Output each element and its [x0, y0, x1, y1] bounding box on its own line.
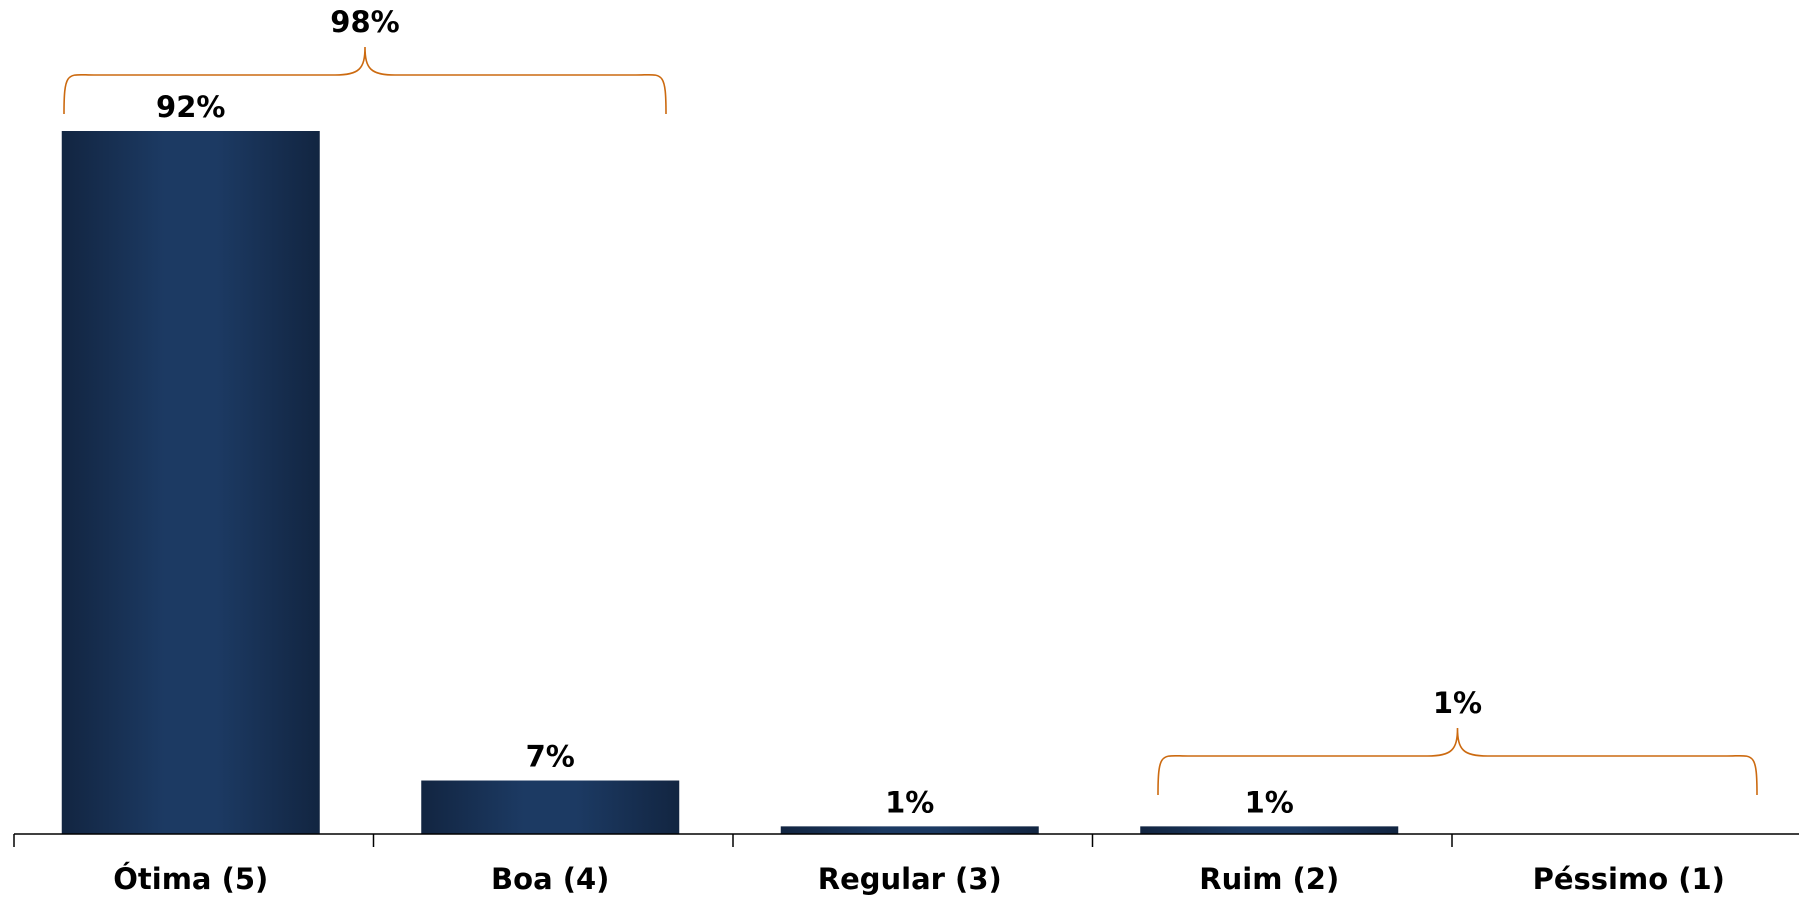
bracket-1: [1157, 727, 1758, 796]
data-label-0: 92%: [156, 90, 225, 124]
brackets-layer: 98% 1%: [63, 5, 1758, 796]
x-tick-label-4: Péssimo (1): [1533, 862, 1725, 896]
bar-2: [780, 826, 1039, 834]
x-tick-label-2: Regular (3): [818, 862, 1002, 896]
bracket-label-1: 1%: [1433, 686, 1482, 720]
bars-layer: [61, 131, 1399, 834]
bar-0: [61, 131, 320, 834]
x-tick-label-3: Ruim (2): [1199, 862, 1339, 896]
data-label-3: 1%: [1245, 785, 1294, 819]
data-labels-layer: 92% 7% 1% 1%: [156, 90, 1294, 819]
bracket-0: [63, 46, 667, 115]
data-label-2: 1%: [885, 785, 934, 819]
x-tick-label-0: Ótima (5): [113, 862, 268, 896]
bracket-label-0: 98%: [330, 5, 399, 39]
data-label-1: 7%: [526, 740, 575, 774]
bar-1: [421, 780, 680, 834]
bar-3: [1140, 826, 1399, 834]
x-tick-label-1: Boa (4): [491, 862, 609, 896]
x-axis: Ótima (5) Boa (4) Regular (3) Ruim (2) Péssi…: [13, 833, 1799, 896]
